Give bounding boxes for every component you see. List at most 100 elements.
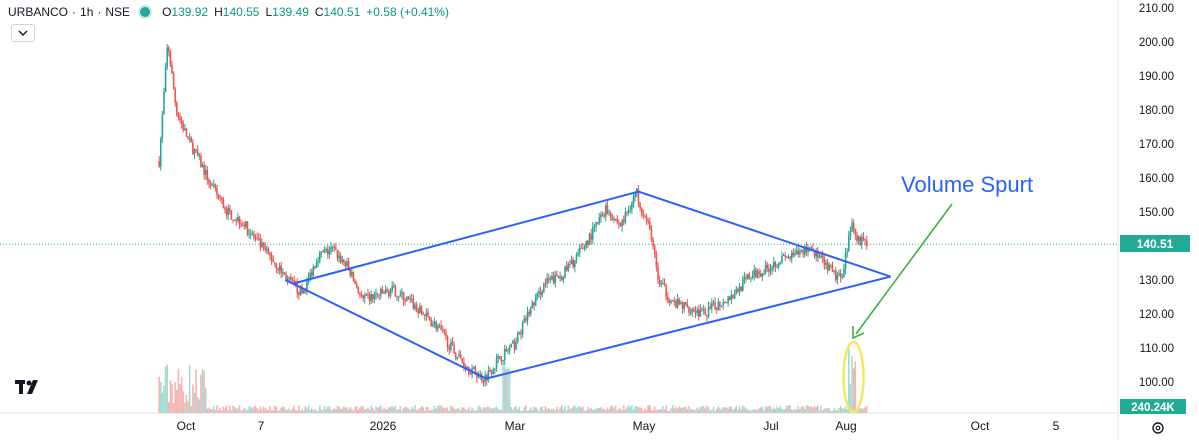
- volume-bar: [841, 408, 844, 413]
- volume-bar: [583, 410, 586, 413]
- volume-bar: [650, 409, 653, 413]
- candle-body: [691, 309, 694, 313]
- volume-bar: [174, 382, 177, 413]
- volume-bar: [240, 410, 242, 413]
- volume-bar: [238, 405, 241, 413]
- volume-bar: [769, 405, 772, 413]
- volume-bar: [843, 408, 845, 413]
- candle-body: [338, 255, 340, 259]
- candle-body: [233, 220, 236, 221]
- volume-bar: [694, 410, 697, 413]
- candle-body: [815, 250, 817, 257]
- volume-bar: [471, 407, 473, 413]
- candle-body: [441, 329, 444, 331]
- volume-bar: [357, 409, 360, 413]
- candle-body: [341, 259, 344, 262]
- volume-bar: [671, 405, 674, 413]
- volume-bar: [706, 405, 708, 413]
- volume-bar: [206, 408, 209, 413]
- volume-bar: [472, 410, 475, 413]
- candle-body: [425, 312, 428, 317]
- candle-body: [637, 188, 640, 203]
- candle-body: [232, 219, 234, 221]
- x-tick-label: Aug: [835, 419, 856, 433]
- trendline[interactable]: [285, 279, 487, 380]
- volume-bar: [567, 405, 570, 413]
- diamond-pattern-drawing[interactable]: [285, 190, 891, 380]
- candle-body: [580, 247, 583, 249]
- trendline[interactable]: [638, 190, 891, 278]
- candle-body: [531, 302, 534, 308]
- volume-bar: [818, 410, 821, 413]
- volume-bar: [383, 407, 385, 413]
- close-label: C: [314, 5, 324, 19]
- volume-bar: [547, 407, 550, 413]
- candle-body: [614, 218, 617, 220]
- time-axis[interactable]: Oct 7 2026 Mar May Jul Aug Oct 5: [177, 419, 1060, 433]
- candle-body: [562, 277, 565, 280]
- interval[interactable]: 1h: [80, 5, 94, 19]
- market-status-icon[interactable]: [140, 7, 151, 17]
- trendline[interactable]: [485, 275, 891, 380]
- candle-body: [359, 293, 361, 296]
- volume-bar: [750, 410, 752, 413]
- candle-body: [262, 242, 265, 247]
- volume-bar: [613, 408, 615, 413]
- candle-body: [354, 280, 356, 284]
- trendline[interactable]: [293, 190, 639, 285]
- candle-body: [609, 213, 612, 219]
- candle-body: [650, 229, 653, 241]
- candle-body: [243, 225, 246, 227]
- volume-bar: [463, 407, 465, 413]
- candle-body: [401, 291, 403, 294]
- volume-bar: [222, 406, 225, 413]
- volume-bar: [782, 409, 785, 413]
- x-tick-label: 2026: [370, 419, 397, 433]
- volume-bar: [196, 397, 199, 413]
- symbol-legend[interactable]: URBANCO · 1h · NSE O 139.92 H 140.55 L 139.…: [8, 5, 449, 19]
- candle-body: [823, 258, 826, 266]
- volume-bar: [764, 406, 767, 413]
- volume-bar: [187, 401, 189, 413]
- settings-gear-icon[interactable]: [1152, 422, 1164, 434]
- price-axis[interactable]: 210.00 200.00 190.00 180.00 170.00 160.00 150.…: [1139, 3, 1174, 389]
- volume-bar: [248, 406, 250, 413]
- candle-body: [172, 73, 175, 89]
- volume-bar: [865, 405, 868, 413]
- volume-bar: [330, 409, 332, 413]
- volume-bar: [288, 408, 291, 413]
- volume-bar: [283, 407, 286, 413]
- volume-bar: [678, 406, 680, 413]
- volume-spurt-ellipse[interactable]: [842, 340, 865, 414]
- candle-body: [547, 277, 550, 280]
- volume-bar: [652, 410, 654, 413]
- volume-bar: [392, 407, 395, 413]
- volume-bar: [461, 407, 464, 413]
- volume-bar: [515, 405, 517, 413]
- volume-bar: [784, 408, 787, 413]
- candle-body: [285, 274, 287, 281]
- volume-spurt-annotation[interactable]: Volume Spurt: [901, 172, 1033, 197]
- volume-bar: [301, 409, 303, 413]
- candle-body: [363, 295, 366, 299]
- volume-bar: [273, 405, 276, 413]
- symbol-name[interactable]: URBANCO: [8, 5, 69, 19]
- candle-body: [376, 293, 379, 295]
- candle-body: [834, 270, 837, 280]
- tradingview-logo-icon[interactable]: [14, 376, 42, 400]
- candle-body: [668, 300, 671, 303]
- collapse-legend-button[interactable]: [11, 24, 35, 42]
- candle-body: [575, 254, 578, 261]
- candle-body: [841, 276, 844, 278]
- volume-bar: [580, 407, 583, 413]
- volume-bar: [688, 406, 690, 413]
- candle-body: [683, 302, 685, 309]
- volume-bar: [371, 407, 374, 413]
- volume-spurt-arrow[interactable]: [852, 203, 953, 340]
- candle-body: [331, 247, 334, 248]
- y-tick-label: 130.00: [1139, 275, 1174, 287]
- volume-bar: [161, 392, 164, 413]
- candle-body: [836, 274, 839, 280]
- volume-bar: [378, 407, 380, 413]
